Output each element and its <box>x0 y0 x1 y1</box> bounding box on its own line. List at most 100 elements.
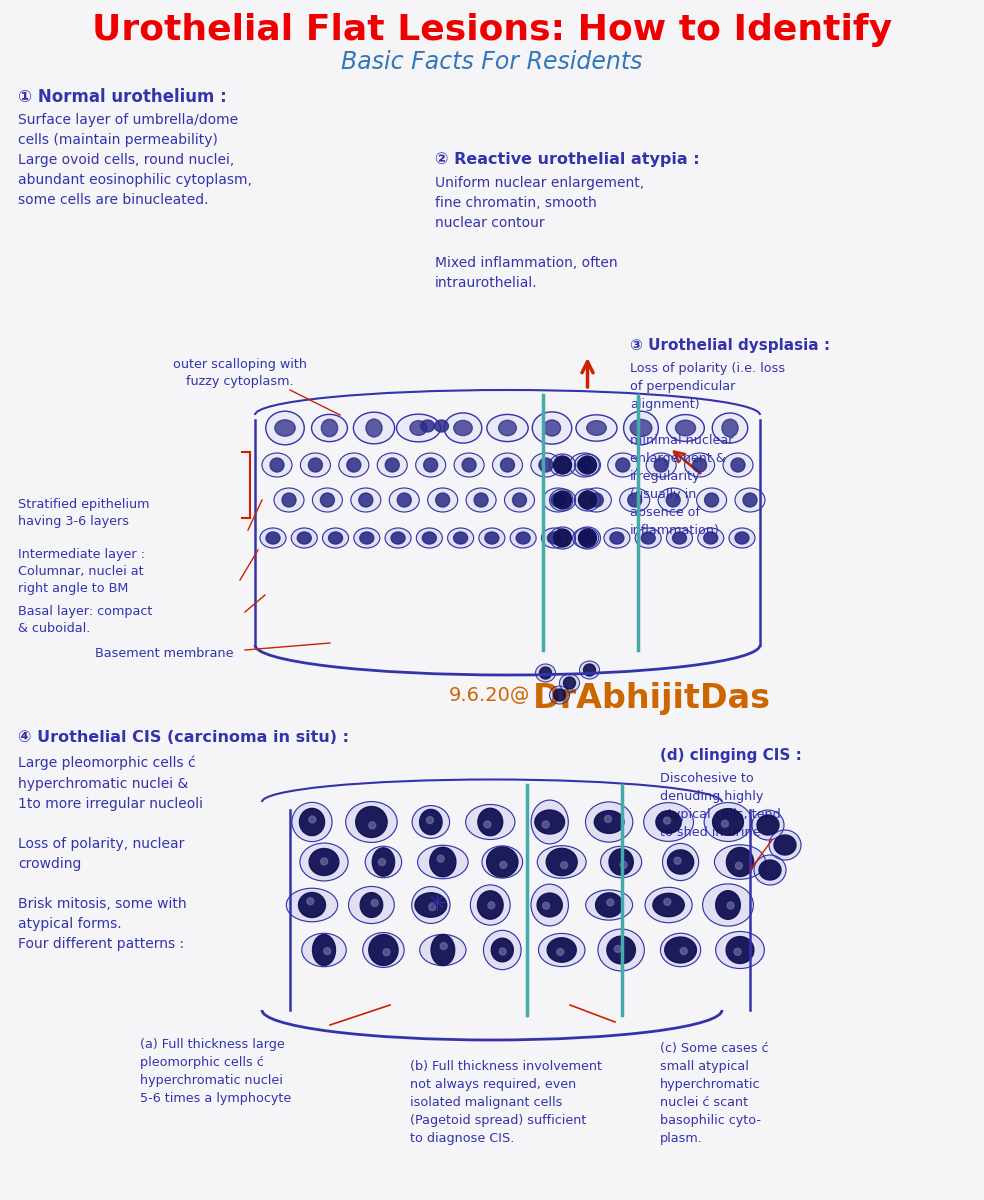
Ellipse shape <box>653 893 684 917</box>
Ellipse shape <box>549 527 576 550</box>
Ellipse shape <box>607 936 636 964</box>
Ellipse shape <box>397 414 441 442</box>
Ellipse shape <box>557 948 564 955</box>
Ellipse shape <box>704 532 717 544</box>
Ellipse shape <box>329 532 342 544</box>
Ellipse shape <box>416 528 443 548</box>
Ellipse shape <box>685 452 714 476</box>
Ellipse shape <box>448 528 473 548</box>
Ellipse shape <box>752 810 784 840</box>
Ellipse shape <box>666 528 693 548</box>
Ellipse shape <box>573 528 598 548</box>
Ellipse shape <box>642 532 655 544</box>
Ellipse shape <box>663 817 670 824</box>
Ellipse shape <box>312 414 347 442</box>
Ellipse shape <box>299 809 325 835</box>
Ellipse shape <box>371 900 378 906</box>
Text: ③ Urothelial dysplasia :: ③ Urothelial dysplasia : <box>630 338 830 353</box>
Ellipse shape <box>614 946 621 953</box>
Ellipse shape <box>479 528 505 548</box>
Ellipse shape <box>531 452 561 476</box>
Ellipse shape <box>415 893 447 917</box>
Ellipse shape <box>586 421 606 436</box>
Ellipse shape <box>379 858 386 865</box>
Text: DrAbhijitDas: DrAbhijitDas <box>533 682 771 715</box>
Ellipse shape <box>722 419 738 437</box>
Ellipse shape <box>656 811 681 833</box>
Ellipse shape <box>604 816 611 822</box>
Ellipse shape <box>735 863 742 869</box>
Ellipse shape <box>620 862 627 869</box>
Ellipse shape <box>616 458 630 472</box>
Ellipse shape <box>483 930 522 970</box>
Ellipse shape <box>386 458 400 472</box>
Ellipse shape <box>537 893 562 917</box>
Ellipse shape <box>346 458 361 472</box>
Ellipse shape <box>369 935 399 966</box>
Text: ④ Urothelial CIS (carcinoma in situ) :: ④ Urothelial CIS (carcinoma in situ) : <box>18 730 349 745</box>
Ellipse shape <box>493 452 523 476</box>
Ellipse shape <box>420 935 466 966</box>
Ellipse shape <box>646 887 692 923</box>
Ellipse shape <box>554 529 572 547</box>
Ellipse shape <box>607 899 614 906</box>
Ellipse shape <box>575 454 600 476</box>
Ellipse shape <box>302 934 346 967</box>
Ellipse shape <box>735 532 749 544</box>
Ellipse shape <box>680 948 687 954</box>
Ellipse shape <box>266 532 280 544</box>
Ellipse shape <box>532 412 572 444</box>
Ellipse shape <box>531 884 569 926</box>
Ellipse shape <box>624 412 658 445</box>
Ellipse shape <box>410 421 427 436</box>
Ellipse shape <box>674 857 681 864</box>
Ellipse shape <box>323 528 348 548</box>
Ellipse shape <box>579 456 596 474</box>
Ellipse shape <box>444 413 482 443</box>
Text: (b) Full thickness involvement
not always required, even
isolated malignant cell: (b) Full thickness involvement not alway… <box>410 1060 602 1145</box>
Ellipse shape <box>561 862 568 869</box>
Ellipse shape <box>465 804 515 840</box>
Ellipse shape <box>636 528 661 548</box>
Ellipse shape <box>377 452 407 476</box>
Ellipse shape <box>478 809 503 835</box>
Ellipse shape <box>477 890 503 919</box>
Ellipse shape <box>743 493 757 506</box>
Text: Surface layer of umbrella/dome
cells (maintain permeability)
Large ovoid cells, : Surface layer of umbrella/dome cells (ma… <box>18 113 252 208</box>
Ellipse shape <box>487 414 528 442</box>
Ellipse shape <box>391 532 405 544</box>
Ellipse shape <box>390 488 419 512</box>
Ellipse shape <box>292 803 332 841</box>
Ellipse shape <box>628 493 642 506</box>
Ellipse shape <box>675 420 696 436</box>
Ellipse shape <box>365 846 401 877</box>
Ellipse shape <box>576 415 617 442</box>
Ellipse shape <box>543 420 561 436</box>
Ellipse shape <box>462 458 476 472</box>
Ellipse shape <box>543 488 573 512</box>
Ellipse shape <box>499 420 517 436</box>
Ellipse shape <box>499 948 506 955</box>
Ellipse shape <box>324 948 331 954</box>
Ellipse shape <box>658 488 688 512</box>
Text: Large pleomorphic cells ć
hyperchromatic nuclei &
1to more irregular nucleoli

L: Large pleomorphic cells ć hyperchromatic… <box>18 756 203 950</box>
Ellipse shape <box>754 854 786 886</box>
Ellipse shape <box>360 893 383 917</box>
Ellipse shape <box>584 664 595 676</box>
Ellipse shape <box>429 904 436 911</box>
Ellipse shape <box>260 528 286 548</box>
Ellipse shape <box>322 419 338 437</box>
Ellipse shape <box>535 664 556 682</box>
Ellipse shape <box>726 936 754 964</box>
Ellipse shape <box>539 458 553 472</box>
Text: ② Reactive urothelial atypia :: ② Reactive urothelial atypia : <box>435 152 700 167</box>
Ellipse shape <box>551 493 565 506</box>
Ellipse shape <box>667 850 694 874</box>
Ellipse shape <box>542 902 549 910</box>
Ellipse shape <box>712 413 748 443</box>
Ellipse shape <box>662 844 699 881</box>
Ellipse shape <box>705 493 718 506</box>
Ellipse shape <box>580 661 599 679</box>
Text: Stratified epithelium
having 3-6 layers: Stratified epithelium having 3-6 layers <box>18 498 150 528</box>
Ellipse shape <box>424 458 438 472</box>
